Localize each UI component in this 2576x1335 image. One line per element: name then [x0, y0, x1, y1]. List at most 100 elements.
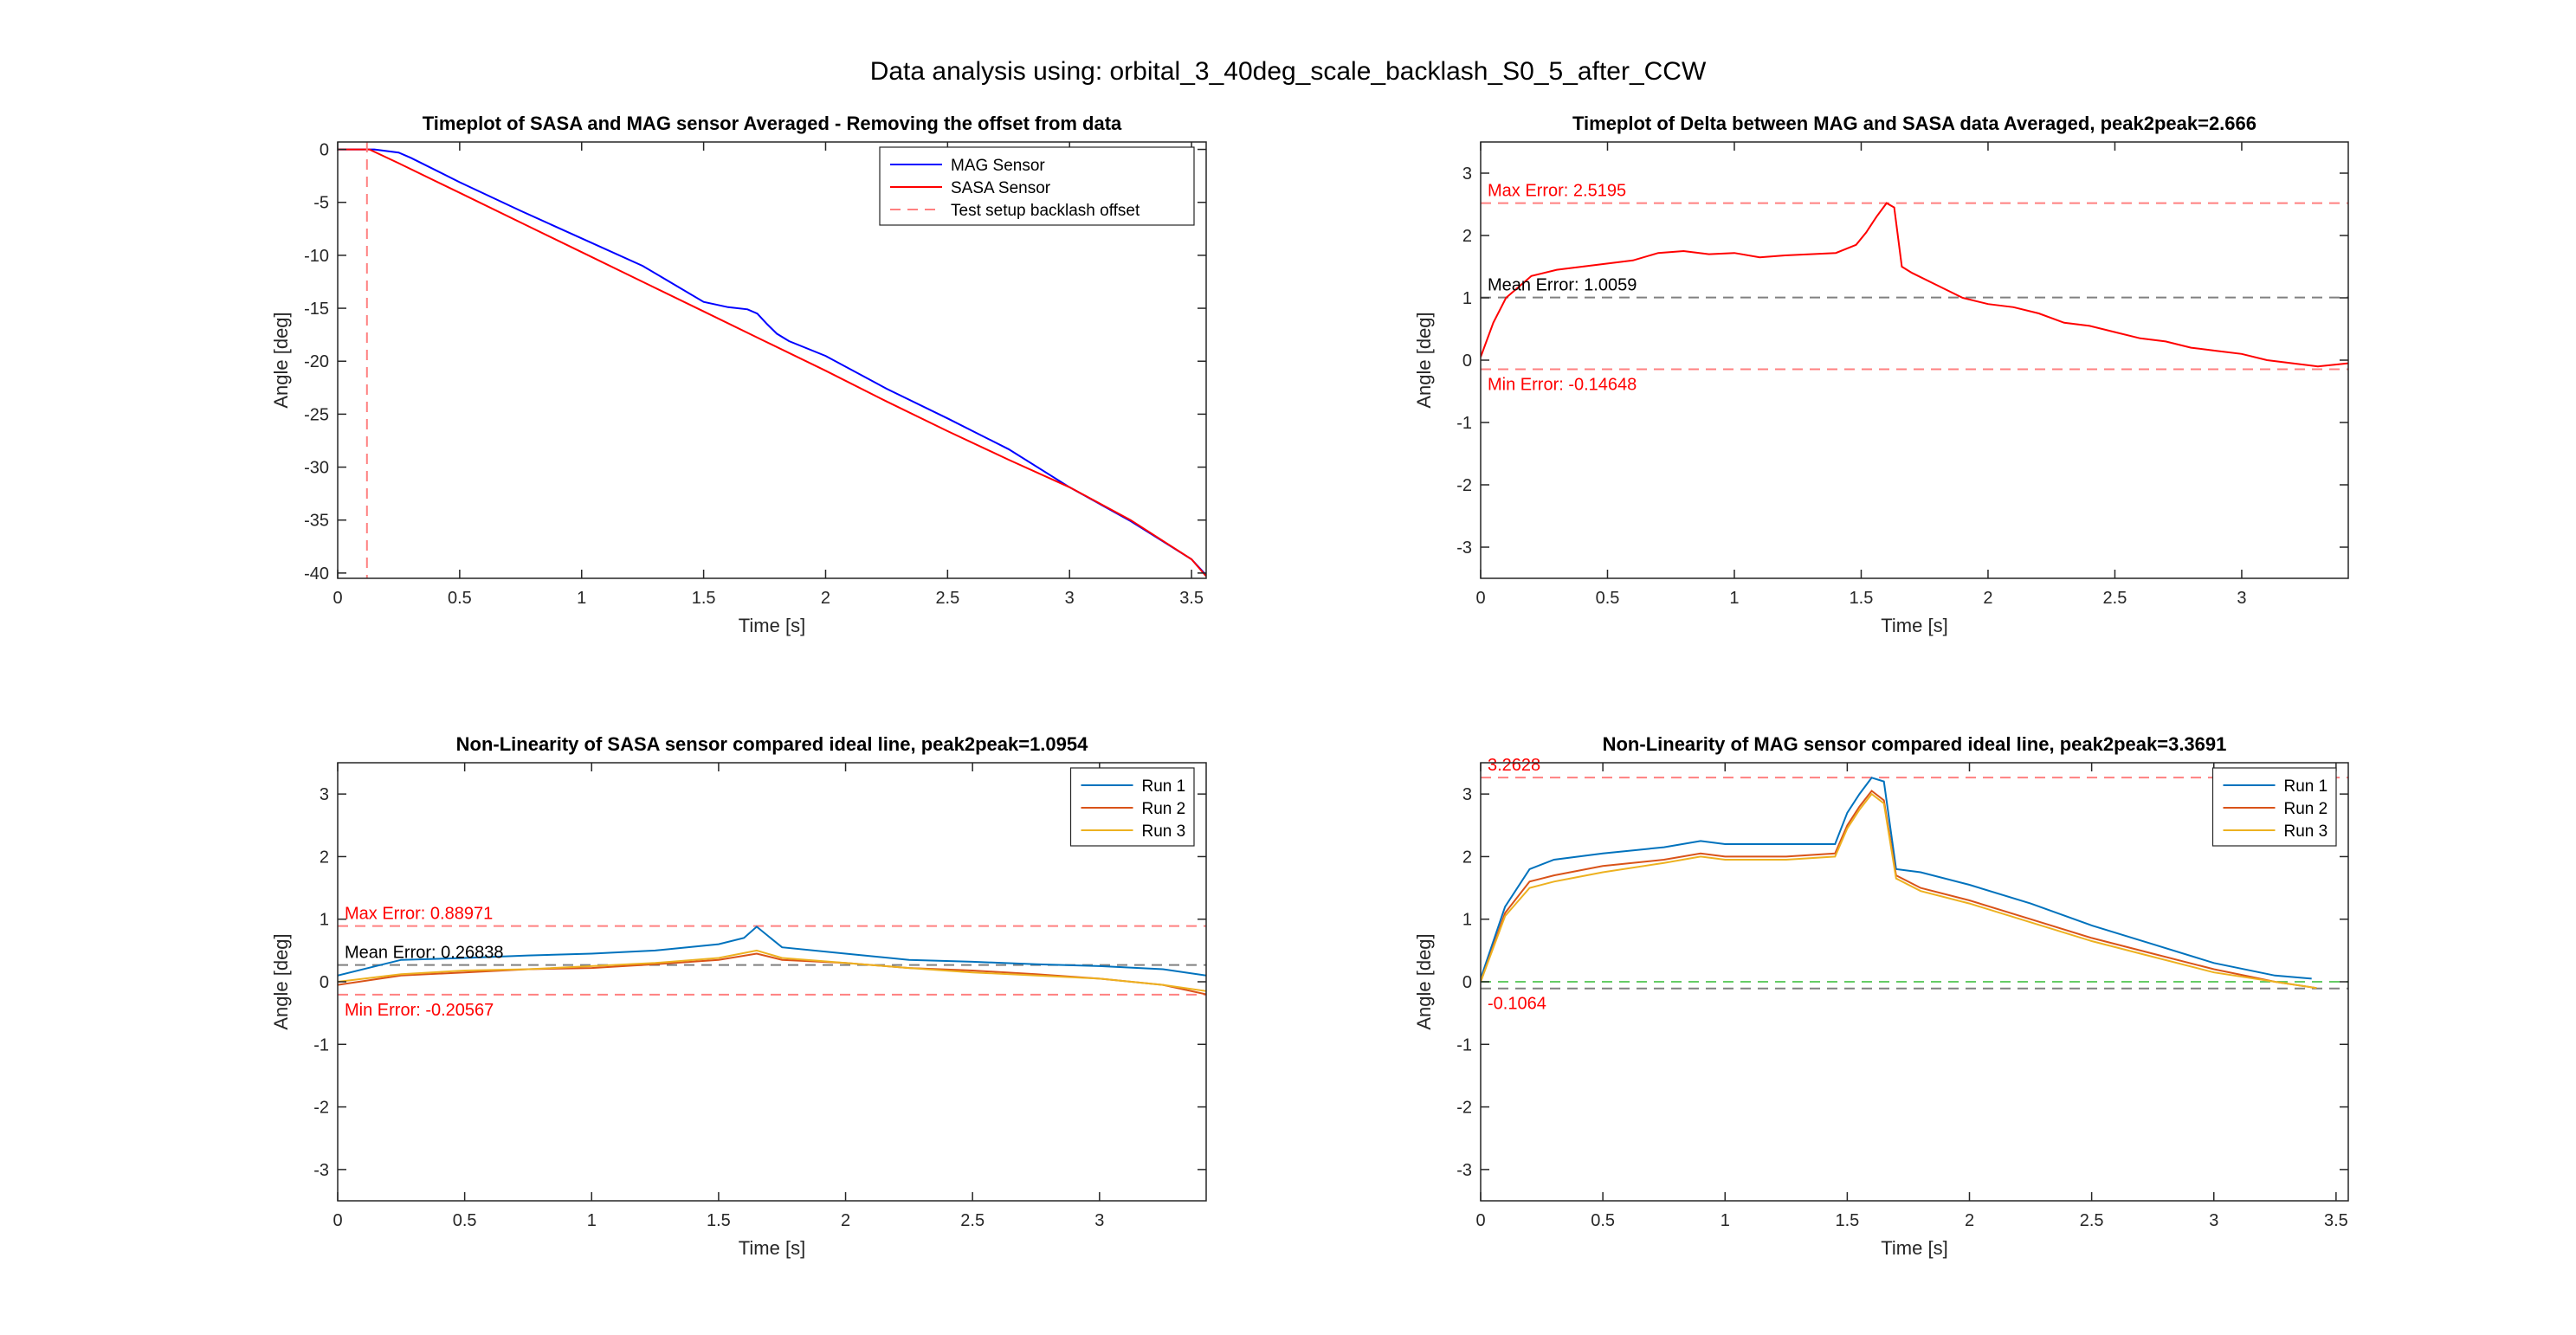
legend-label: Run 2: [2284, 800, 2328, 818]
y-tick-label: 3: [1462, 785, 1472, 804]
x-tick-label: 0.5: [1591, 1211, 1615, 1230]
x-tick-label: 3.5: [1179, 589, 1204, 608]
y-tick-label: -5: [313, 194, 329, 213]
y-tick-label: 0: [320, 973, 329, 992]
panel-title: Timeplot of SASA and MAG sensor Averaged…: [423, 113, 1122, 134]
plot-area: [1481, 202, 2348, 371]
series-line: [338, 148, 1206, 576]
legend-label: Run 1: [1142, 777, 1186, 796]
plot-area: [338, 925, 1206, 996]
panel-title: Timeplot of Delta between MAG and SASA d…: [1572, 113, 2256, 134]
legend-label: Run 1: [2284, 777, 2328, 796]
series-line: [338, 949, 1206, 992]
y-tick-label: -1: [313, 1035, 329, 1054]
x-tick-label: 0.5: [448, 589, 472, 608]
reference-label: 3.2628: [1488, 756, 1540, 775]
chart-panel-3: Non-Linearity of SASA sensor compared id…: [270, 733, 1207, 1259]
x-tick-label: 2.5: [935, 589, 959, 608]
y-tick-label: -35: [304, 512, 329, 531]
x-tick-label: 2: [841, 1211, 850, 1230]
y-tick-label: -40: [304, 564, 329, 584]
reference-label: Mean Error: 0.26838: [345, 944, 503, 963]
x-tick-label: 1.5: [1835, 1211, 1859, 1230]
panel-title: Non-Linearity of SASA sensor compared id…: [456, 733, 1089, 755]
figure-title: Data analysis using: orbital_3_40deg_sca…: [869, 57, 1707, 86]
series-line: [1481, 777, 2312, 980]
y-tick-label: -20: [304, 352, 329, 371]
legend-label: Run 3: [1142, 822, 1186, 841]
x-axis-label: Time [s]: [1881, 1237, 1947, 1259]
reference-label: Min Error: -0.20567: [345, 1001, 494, 1020]
legend-label: SASA Sensor: [951, 179, 1051, 197]
y-axis-label: Angle [deg]: [1413, 933, 1435, 1029]
x-tick-label: 0: [332, 589, 342, 608]
y-tick-label: 3: [1462, 164, 1472, 184]
chart-panel-2: Timeplot of Delta between MAG and SASA d…: [1413, 113, 2349, 636]
x-tick-label: 2: [1965, 1211, 1974, 1230]
legend-label: Test setup backlash offset: [951, 202, 1140, 220]
legend: Run 1 Run 2 Run 3: [1069, 767, 1195, 847]
x-tick-label: 2: [1983, 589, 1992, 608]
y-tick-label: 2: [320, 848, 329, 867]
chart-panel-1: Timeplot of SASA and MAG sensor Averaged…: [270, 113, 1207, 636]
y-tick-label: -2: [313, 1099, 329, 1118]
y-tick-label: -10: [304, 247, 329, 266]
x-tick-label: 1.5: [692, 589, 716, 608]
x-tick-label: 0.5: [1596, 589, 1620, 608]
x-tick-label: 0: [1475, 1211, 1485, 1230]
y-tick-label: -1: [1456, 414, 1472, 433]
reference-label: Max Error: 0.88971: [345, 905, 493, 924]
legend-label: MAG Sensor: [951, 157, 1045, 175]
reference-label: Mean Error: 1.0059: [1488, 276, 1637, 295]
plot-area: [338, 142, 1206, 578]
y-tick-label: 0: [1462, 973, 1472, 992]
x-tick-label: 3: [2209, 1211, 2218, 1230]
x-tick-label: 0: [332, 1211, 342, 1230]
x-tick-label: 1.5: [1850, 589, 1874, 608]
legend: Run 1 Run 2 Run 3: [2211, 767, 2337, 847]
x-tick-label: 3: [2237, 589, 2246, 608]
legend-label: Run 3: [2284, 822, 2328, 841]
y-axis-label: Angle [deg]: [270, 312, 292, 408]
y-tick-label: -1: [1456, 1035, 1472, 1054]
x-axis-label: Time [s]: [739, 615, 805, 636]
legend: MAG Sensor SASA Sensor Test setup backlash…: [879, 146, 1195, 226]
reference-label: Min Error: -0.14648: [1488, 376, 1637, 395]
y-tick-label: -2: [1456, 1099, 1472, 1118]
x-axis-label: Time [s]: [1881, 615, 1947, 636]
reference-label: -0.1064: [1488, 995, 1546, 1014]
x-tick-label: 3: [1094, 1211, 1104, 1230]
chart-panel-4: Non-Linearity of MAG sensor compared ide…: [1413, 733, 2349, 1259]
panel-title: Non-Linearity of MAG sensor compared ide…: [1603, 733, 2227, 755]
x-tick-label: 0.5: [453, 1211, 477, 1230]
y-tick-label: 0: [320, 141, 329, 160]
y-tick-label: -25: [304, 405, 329, 424]
y-tick-label: -3: [1456, 1161, 1472, 1180]
x-axis-label: Time [s]: [739, 1237, 805, 1259]
y-tick-label: 3: [320, 785, 329, 804]
series-line: [338, 925, 1206, 977]
axes-box: [1480, 141, 2349, 579]
x-tick-label: 1: [1721, 1211, 1730, 1230]
x-tick-label: 1: [1729, 589, 1739, 608]
y-tick-label: -15: [304, 300, 329, 319]
x-tick-label: 2.5: [960, 1211, 985, 1230]
x-tick-label: 2: [821, 589, 830, 608]
y-axis-label: Angle [deg]: [270, 933, 292, 1029]
x-tick-label: 1.5: [707, 1211, 731, 1230]
y-tick-label: -30: [304, 459, 329, 478]
y-tick-label: -2: [1456, 476, 1472, 495]
x-tick-label: 0: [1475, 589, 1485, 608]
series-line: [1481, 792, 2317, 990]
series-line: [338, 148, 1206, 577]
plot-area: [1481, 777, 2348, 990]
y-tick-label: 1: [1462, 289, 1472, 308]
axes-box: [337, 141, 1207, 579]
series-line: [1481, 790, 2317, 990]
y-tick-label: 1: [1462, 911, 1472, 930]
x-tick-label: 1: [577, 589, 586, 608]
x-tick-label: 2.5: [2080, 1211, 2104, 1230]
x-tick-label: 1: [587, 1211, 597, 1230]
reference-label: Max Error: 2.5195: [1488, 182, 1626, 201]
